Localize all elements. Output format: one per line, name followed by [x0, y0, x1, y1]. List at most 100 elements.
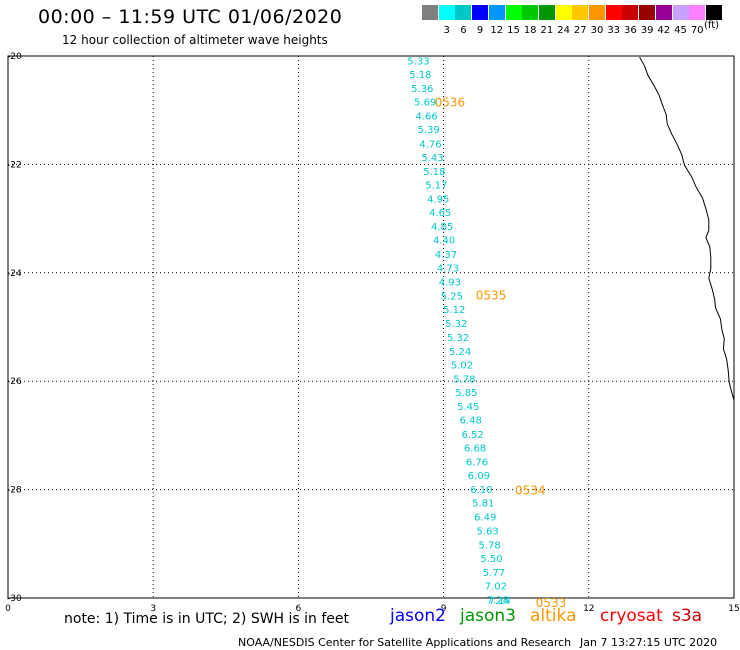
wave-height-value: 5.69: [414, 98, 436, 109]
legend-altika: altika: [530, 606, 577, 626]
scale-label: 27: [573, 25, 587, 36]
scale-swatch: [488, 5, 505, 20]
legend-jason3: jason3: [460, 606, 516, 626]
coastline: [639, 56, 735, 401]
x-tick-label: 15: [728, 604, 739, 614]
wave-height-value: 5.32: [447, 333, 469, 344]
wave-height-value: 5.24: [449, 347, 471, 358]
scale-label: 45: [674, 25, 687, 36]
map-title: 00:00 – 11:59 UTC 01/06/2020: [38, 6, 343, 28]
x-tick-label: 3: [150, 604, 156, 614]
legend-jason2: jason2: [390, 606, 446, 626]
wave-height-value: 5.17: [425, 180, 447, 191]
scale-swatch: [705, 5, 722, 20]
scale-label: 6: [460, 25, 467, 36]
scale-swatch: [522, 5, 539, 20]
wave-height-value: 5.25: [441, 292, 463, 303]
legend-s3a: s3a: [672, 606, 703, 626]
wave-height-value: 5.36: [411, 84, 433, 95]
scale-label: 39: [640, 25, 654, 36]
scale-swatch: [555, 5, 572, 20]
scale-swatch: [505, 5, 522, 20]
scale-swatch: [455, 5, 472, 20]
scale-swatch: [622, 5, 639, 20]
wave-height-value: 6.49: [474, 513, 496, 524]
wave-height-value: 5.32: [445, 319, 467, 330]
wave-height-value: 4.76: [419, 139, 441, 150]
scale-swatch: [589, 5, 605, 20]
wave-height-value: 4.37: [435, 250, 457, 261]
scale-label: 15: [507, 25, 520, 36]
scale-swatch: [472, 5, 489, 20]
wave-height-value: 4.93: [439, 277, 461, 288]
scale-label: 24: [557, 25, 570, 36]
y-tick-label: -24: [7, 269, 22, 279]
wave-height-value: 5.81: [472, 499, 494, 510]
scale-swatch: [538, 5, 555, 20]
wave-height-value: 5.78: [453, 374, 475, 385]
wave-height-value: 4.73: [437, 263, 459, 274]
y-tick-label: -26: [7, 377, 22, 387]
credit-line: NOAA/NESDIS Center for Satellite Applica…: [238, 636, 572, 649]
x-tick-label: 0: [5, 604, 11, 614]
scale-swatch: [639, 5, 656, 20]
scale-swatch: [655, 5, 672, 20]
scale-label: 33: [607, 25, 621, 36]
scale-swatch: [605, 5, 622, 20]
pass-time-label: 0533: [536, 596, 567, 610]
wave-height-value: 5.85: [455, 388, 477, 399]
wave-height-value: 5.50: [480, 554, 502, 565]
wave-height-value: 5.18: [409, 70, 431, 81]
y-tick-label: -28: [7, 486, 22, 496]
wave-height-value: 6.48: [460, 416, 482, 427]
pass-time-label: 0535: [476, 288, 507, 302]
scale-swatch: [422, 5, 438, 20]
wave-height-value: 6.10: [470, 485, 492, 496]
scale-label: 30: [590, 25, 604, 36]
color-scale-unit: (ft): [704, 20, 720, 31]
scale-label: 12: [490, 25, 504, 36]
wave-height-value: 5.78: [478, 540, 500, 551]
wave-height-value: 6.09: [468, 471, 490, 482]
x-tick-label: 9: [441, 604, 447, 614]
generation-timestamp: Jan 7 13:27:15 UTC 2020: [580, 636, 718, 649]
pass-time-label: 0536: [435, 96, 466, 110]
y-tick-label: -20: [7, 52, 22, 62]
wave-height-value: 5.33: [407, 56, 429, 67]
x-tick-label: 12: [583, 604, 594, 614]
scale-swatch: [689, 5, 706, 20]
wave-height-value: 4.66: [416, 112, 438, 123]
scale-label: 18: [523, 25, 537, 36]
wave-height-value: 5.63: [477, 526, 499, 537]
wave-height-value: 6.68: [464, 443, 486, 454]
scale-label: 3: [443, 25, 450, 36]
y-tick-label: -30: [7, 594, 22, 604]
scale-swatch: [438, 5, 455, 20]
legend-cryosat: cryosat: [600, 606, 663, 626]
wave-height-value: 5.77: [483, 568, 505, 579]
x-tick-label: 6: [296, 604, 302, 614]
wave-height-value: 5.18: [423, 167, 445, 178]
scale-label: 70: [690, 25, 704, 36]
scale-label: 21: [540, 25, 554, 36]
wave-height-value: 5.43: [421, 153, 443, 164]
wave-height-value: 5.12: [443, 305, 465, 316]
wave-height-value: 4.65: [429, 208, 451, 219]
wave-height-value: 6.76: [466, 457, 488, 468]
wave-height-value: 7.02: [485, 582, 507, 593]
scale-label: 9: [476, 25, 484, 36]
wave-height-value: 5.45: [457, 402, 479, 413]
scale-swatch: [672, 5, 689, 20]
wave-height-value: 4.85: [431, 222, 453, 233]
wave-height-value: 4.40: [433, 236, 455, 247]
wave-height-value: 6.52: [462, 430, 484, 441]
pass-time-label: 0534: [515, 484, 546, 498]
scale-label: 36: [624, 25, 637, 36]
wave-height-value: 7.28: [487, 596, 509, 607]
wave-height-value: 5.39: [417, 125, 439, 136]
wave-height-value: 7.14: [489, 596, 511, 607]
y-tick-label: -22: [7, 160, 22, 170]
scale-label: 42: [657, 25, 671, 36]
footer-note: note: 1) Time is in UTC; 2) SWH is in fe…: [64, 611, 350, 627]
